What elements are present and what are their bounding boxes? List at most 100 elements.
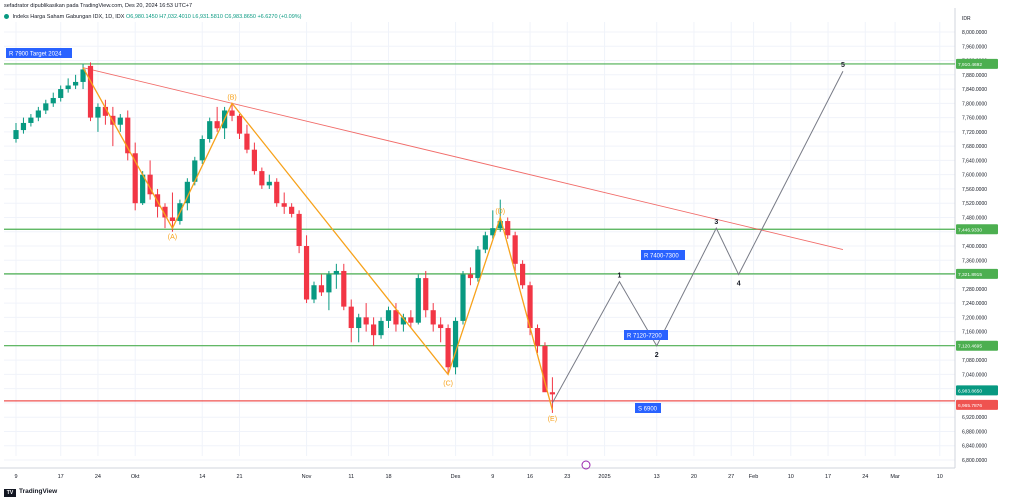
wave-label: (B) [227, 94, 236, 101]
candle-body [490, 228, 496, 236]
y-tick-label: 6,840.0000 [962, 444, 987, 450]
x-tick-label: 10 [937, 474, 943, 480]
y-tick-label: 7,960.0000 [962, 44, 987, 50]
candle-body [229, 110, 235, 116]
candle-body [423, 278, 429, 311]
event-marker-icon[interactable] [581, 460, 591, 470]
x-tick-label: 2025 [598, 474, 610, 480]
y-tick-label: 7,880.0000 [962, 73, 987, 79]
y-tick-label: 8,000.0000 [962, 30, 987, 36]
candle-body [460, 274, 466, 321]
candle-body [132, 153, 138, 204]
wave-label: (D) [495, 208, 505, 215]
currency-label: IDR [962, 16, 971, 22]
level-price-tag [956, 268, 998, 279]
level-price-text: 7,321.8915 [958, 272, 982, 278]
candle-body [371, 324, 377, 336]
projection-label: 1 [617, 273, 621, 280]
x-tick-label: 11 [348, 474, 354, 480]
level-price-tag [956, 399, 998, 410]
y-tick-label: 7,360.0000 [962, 258, 987, 264]
y-tick-label: 7,040.0000 [962, 372, 987, 378]
y-tick-label: 7,600.0000 [962, 173, 987, 179]
candle-body [125, 117, 131, 154]
candle-body [58, 89, 64, 98]
candle-body [542, 345, 548, 393]
candle-body [281, 203, 287, 207]
y-tick-label: 6,880.0000 [962, 429, 987, 435]
tradingview-logo[interactable]: TV TradingView [4, 488, 57, 497]
candle-body [467, 274, 474, 279]
level-price-text: 7,446.9330 [958, 227, 982, 233]
r1-annotation-box [641, 250, 685, 260]
candle-body [35, 110, 41, 118]
tradingview-logo-icon: TV [4, 489, 16, 497]
y-tick-label: 7,800.0000 [962, 101, 987, 107]
x-tick-label: 24 [862, 474, 868, 480]
level-price-tag [956, 340, 998, 351]
y-tick-label: 7,240.0000 [962, 301, 987, 307]
level-price-tag [956, 224, 998, 235]
candle-body [80, 69, 86, 82]
candle-body [296, 213, 302, 246]
publisher-line: sefadrator dipublikasikan pada TradingVi… [4, 3, 193, 9]
x-tick-label: Mar [890, 474, 900, 480]
candle-body [438, 324, 444, 329]
x-tick-label: 23 [564, 474, 570, 480]
level-price-tag [956, 58, 998, 69]
candle-body [482, 235, 488, 250]
x-tick-label: 14 [199, 474, 205, 480]
y-tick-label: 6,920.0000 [962, 415, 987, 421]
candle-body [50, 97, 56, 104]
candle-body [549, 392, 555, 395]
candle-body [43, 103, 49, 111]
projection-label: 5 [841, 62, 845, 69]
candle-body [87, 65, 94, 118]
candle-body [445, 328, 451, 368]
x-tick-label: Okt [131, 474, 140, 480]
y-tick-label: 7,480.0000 [962, 215, 987, 221]
instrument-name: Indeks Harga Saham Gabungan IDX, 1D, IDX [12, 14, 125, 20]
y-tick-label: 7,080.0000 [962, 358, 987, 364]
y-tick-label: 7,280.0000 [962, 287, 987, 293]
level-price-tag [956, 385, 998, 396]
candle-body [274, 181, 280, 204]
y-tick-label: 7,680.0000 [962, 144, 987, 150]
candle-body [341, 270, 347, 307]
candle-body [400, 317, 406, 325]
candle-body [28, 117, 34, 123]
candle-body [520, 263, 526, 286]
s1-annotation-text: S 6900 [638, 407, 658, 413]
instrument-line: Indeks Harga Saham Gabungan IDX, 1D, IDX… [4, 14, 302, 20]
x-tick-label: 17 [825, 474, 831, 480]
level-price-text: 7,120.4695 [958, 344, 982, 350]
candle-body [333, 270, 339, 275]
wave-label: (C) [443, 380, 453, 387]
y-tick-label: 7,400.0000 [962, 244, 987, 250]
candle-body [378, 320, 384, 336]
candle-body [162, 206, 168, 218]
x-tick-label: 24 [95, 474, 101, 480]
candle-body [303, 246, 310, 300]
x-tick-label: 16 [527, 474, 533, 480]
candle-body [244, 133, 250, 150]
candle-body [408, 317, 414, 323]
wave-label: (A) [168, 234, 177, 241]
x-tick-label: Nov [302, 474, 312, 480]
projection-label: 2 [655, 352, 659, 359]
r1-annotation-text: R 7400-7300 [644, 254, 679, 260]
candle-body [73, 81, 79, 86]
candle-body [140, 174, 146, 204]
candle-body [289, 206, 295, 214]
trend-line [82, 67, 844, 251]
candle-body [266, 181, 272, 186]
target-annotation-box [6, 48, 72, 58]
candle-body [527, 285, 533, 329]
x-tick-label: Des [451, 474, 461, 480]
x-tick-label: 10 [788, 474, 794, 480]
x-tick-label: 9 [491, 474, 494, 480]
wave-path [82, 67, 554, 411]
level-price-text: 6,983.8650 [958, 388, 982, 394]
tradingview-logo-text: TradingView [19, 488, 58, 495]
